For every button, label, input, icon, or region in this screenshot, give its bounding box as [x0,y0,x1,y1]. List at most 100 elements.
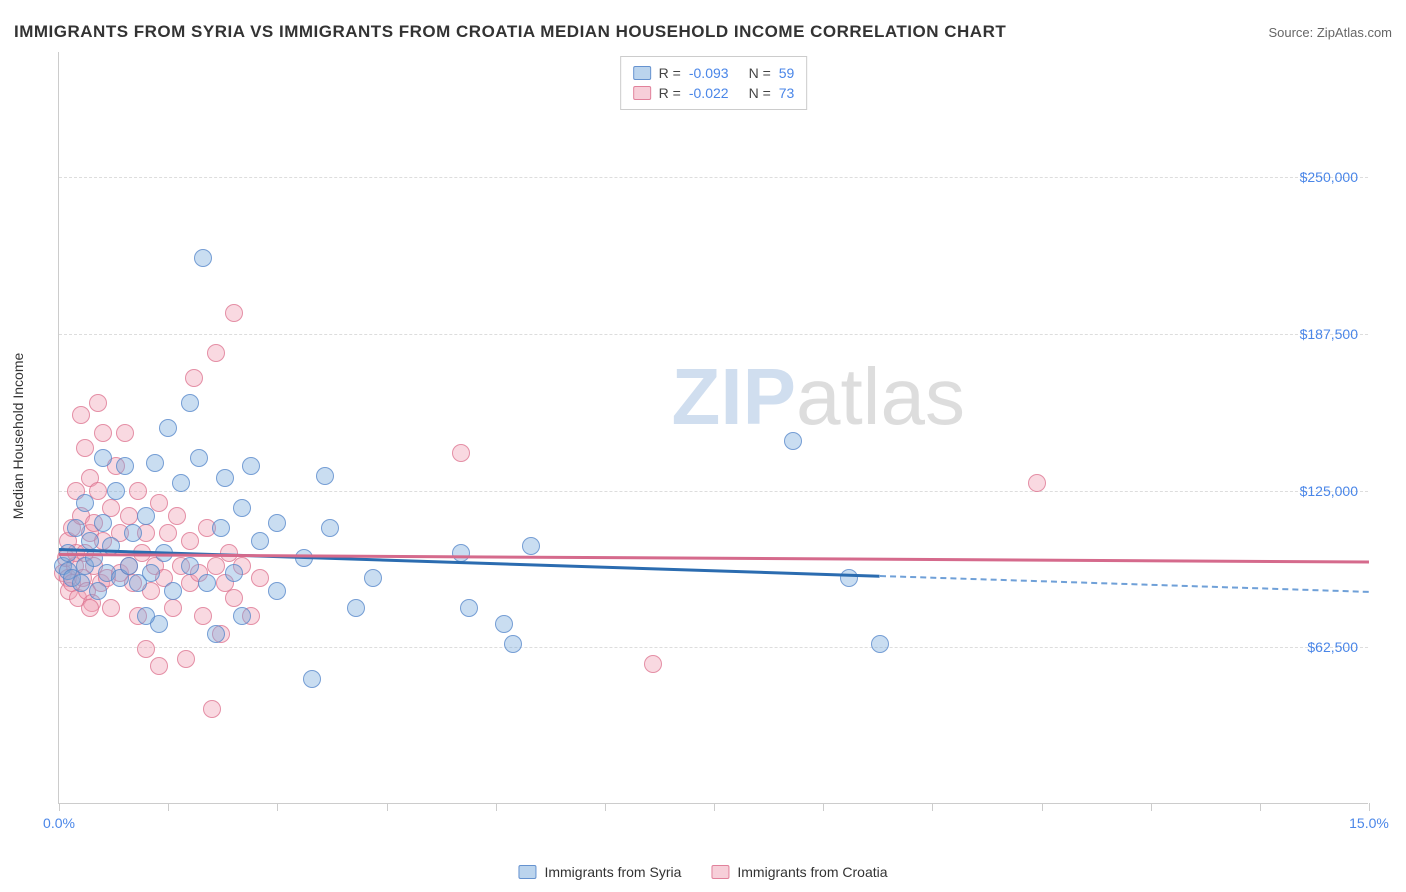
data-point [124,524,142,542]
data-point [137,507,155,525]
data-point [268,514,286,532]
data-point [504,635,522,653]
x-tick-label: 15.0% [1349,815,1389,831]
y-tick-label: $62,500 [1307,639,1358,655]
data-point [116,424,134,442]
data-point [120,507,138,525]
data-point [198,574,216,592]
data-point [194,607,212,625]
stats-row: R =-0.022N =73 [633,83,795,103]
legend-swatch [633,66,651,80]
source-attribution: Source: ZipAtlas.com [1268,25,1392,40]
data-point [146,454,164,472]
data-point [172,474,190,492]
data-point [72,406,90,424]
stat-r-value: -0.093 [689,65,729,81]
data-point [364,569,382,587]
data-point [268,582,286,600]
x-tick [59,803,60,811]
data-point [460,599,478,617]
bottom-legend: Immigrants from Syria Immigrants from Cro… [518,864,887,880]
legend-swatch [633,86,651,100]
x-tick [714,803,715,811]
header: IMMIGRANTS FROM SYRIA VS IMMIGRANTS FROM… [14,22,1392,42]
y-tick-label: $187,500 [1300,326,1358,342]
data-point [233,499,251,517]
chart-title: IMMIGRANTS FROM SYRIA VS IMMIGRANTS FROM… [14,22,1006,42]
x-tick [168,803,169,811]
data-point [216,469,234,487]
data-point [181,557,199,575]
gridline [59,177,1368,178]
gridline [59,647,1368,648]
gridline [59,334,1368,335]
plot-area: ZIPatlas R = -0.093 N = 59 R =-0.022N =73 $6… [58,52,1368,804]
data-point [225,564,243,582]
x-tick [387,803,388,811]
data-point [251,532,269,550]
data-point [159,524,177,542]
data-point [207,625,225,643]
data-point [784,432,802,450]
data-point [81,532,99,550]
data-point [190,449,208,467]
data-point [207,344,225,362]
data-point [644,655,662,673]
data-point [522,537,540,555]
x-tick [1042,803,1043,811]
trendline [880,575,1369,593]
x-tick [1369,803,1370,811]
data-point [840,569,858,587]
x-tick [823,803,824,811]
data-point [159,419,177,437]
gridline [59,491,1368,492]
data-point [225,304,243,322]
data-point [94,449,112,467]
data-point [177,650,195,668]
data-point [225,589,243,607]
data-point [137,640,155,658]
data-point [203,700,221,718]
data-point [89,394,107,412]
data-point [81,599,99,617]
data-point [347,599,365,617]
watermark: ZIPatlas [671,351,964,443]
data-point [85,549,103,567]
trendline [59,553,1369,563]
data-point [452,444,470,462]
stat-n-value: 59 [779,65,795,81]
data-point [452,544,470,562]
stats-legend: R = -0.093 N = 59 R =-0.022N =73 [620,56,808,110]
data-point [181,394,199,412]
data-point [142,564,160,582]
data-point [316,467,334,485]
data-point [76,494,94,512]
data-point [233,607,251,625]
stat-n-value: 73 [779,85,795,101]
data-point [94,514,112,532]
data-point [495,615,513,633]
x-tick-label: 0.0% [43,815,75,831]
data-point [1028,474,1046,492]
x-tick [1151,803,1152,811]
data-point [72,574,90,592]
stats-row: R = -0.093 N = 59 [633,63,795,83]
data-point [89,582,107,600]
legend-swatch [518,865,536,879]
stat-r-label: R = [659,65,681,81]
data-point [251,569,269,587]
data-point [168,507,186,525]
legend-label: Immigrants from Syria [544,864,681,880]
data-point [303,670,321,688]
x-tick [1260,803,1261,811]
data-point [76,439,94,457]
y-tick-label: $125,000 [1300,483,1358,499]
legend-item: Immigrants from Syria [518,864,681,880]
data-point [194,249,212,267]
legend-swatch [711,865,729,879]
stat-r-label: R = [659,85,681,101]
legend-label: Immigrants from Croatia [737,864,887,880]
stat-n-label: N = [749,65,771,81]
data-point [107,482,125,500]
data-point [321,519,339,537]
